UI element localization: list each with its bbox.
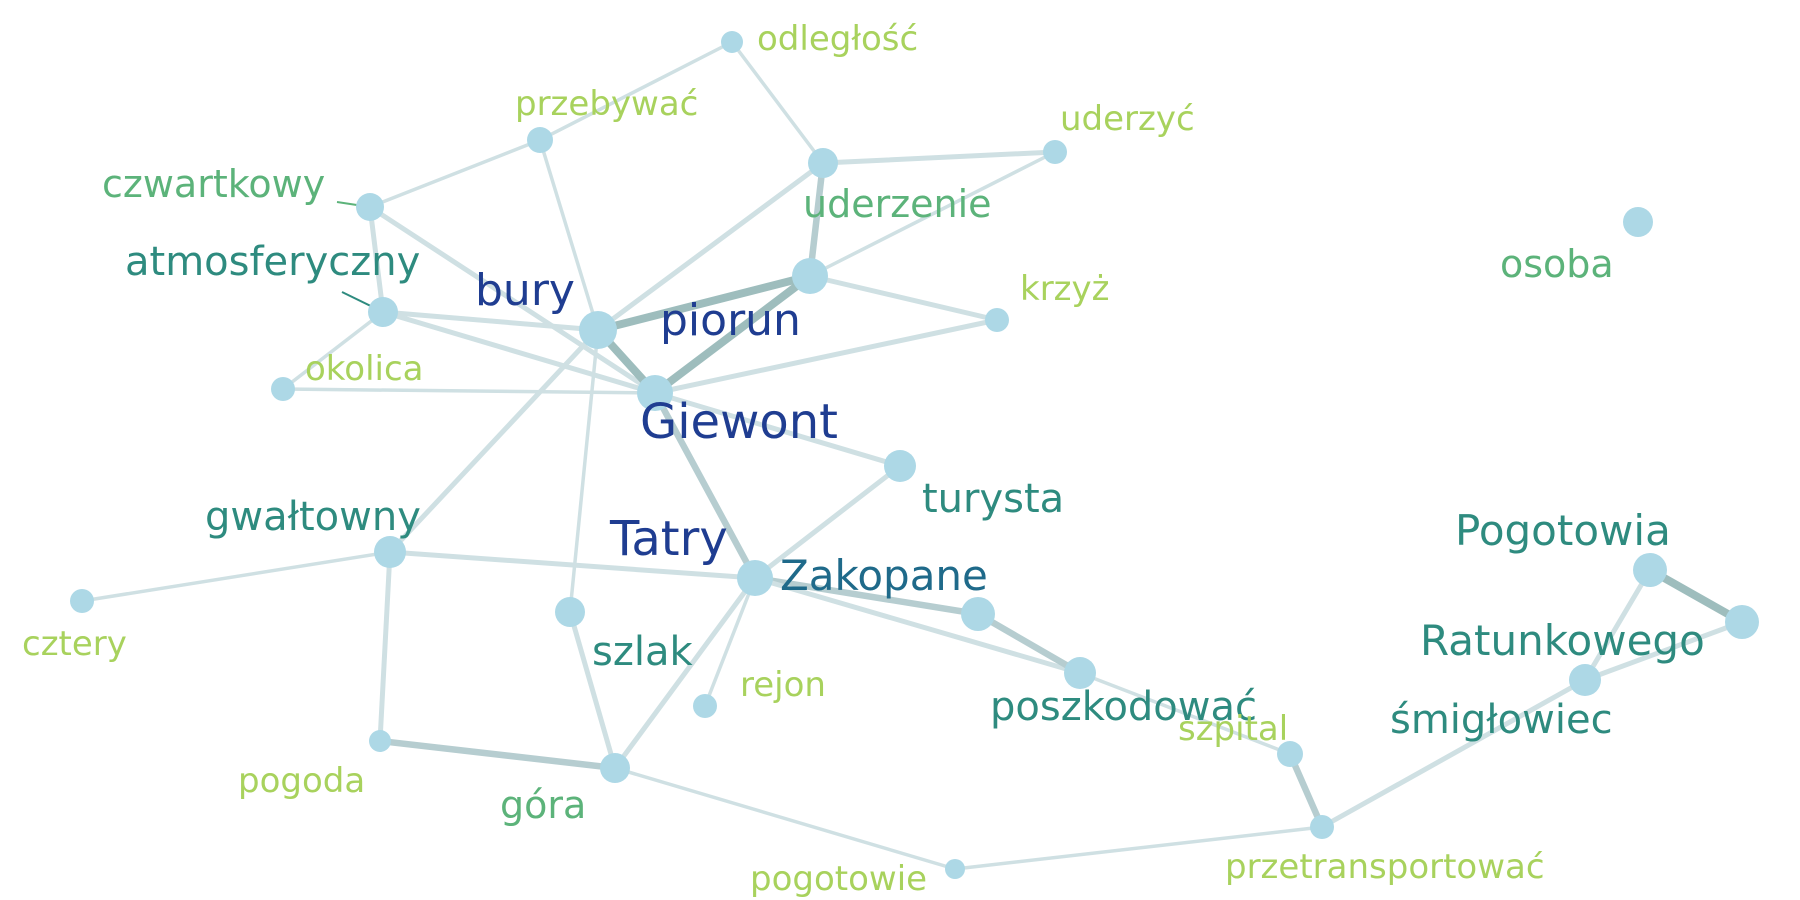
node-uderzenie (808, 148, 838, 178)
node-zakopane (737, 560, 773, 596)
node-przebywac (527, 127, 553, 153)
edge-zakopane-poszkodowac (752, 575, 1083, 676)
label-krzyz: krzyż (1020, 269, 1109, 309)
label-gora: góra (500, 783, 586, 827)
edge-zakopane-gora (612, 575, 758, 771)
edge-giewont-krzyz (652, 317, 1000, 396)
label-szlak: szlak (592, 629, 693, 675)
node-giewont (637, 375, 673, 411)
label-czwartkowy: czwartkowy (102, 162, 325, 206)
label-ratunkowego: Ratunkowego (1420, 616, 1705, 665)
label-gwaltowny: gwałtowny (205, 494, 421, 540)
node-szpital (1277, 741, 1303, 767)
label-pogotowia: Pogotowia (1455, 506, 1671, 555)
edge-turysta-zakopane (752, 463, 903, 581)
edge-odleglosc-przebywac (538, 40, 734, 142)
node-atmosferyczny (368, 297, 398, 327)
node-okolica (271, 377, 295, 401)
label-przebywac: przebywać (515, 84, 698, 124)
edge-gwaltowny-cztery (80, 550, 392, 603)
edge-szpital-przetransportowac (1286, 750, 1326, 831)
edge-zakopane-rejon (703, 576, 757, 708)
node-osoba (1623, 207, 1653, 237)
label-cztery: cztery (22, 624, 127, 664)
edge-gora-pogoda (376, 737, 619, 772)
edge-atmosferyczny-giewont (380, 309, 658, 396)
node-hub (961, 597, 995, 631)
node-pogoda (369, 730, 391, 752)
edge-czwartkowy-atmosferyczny (367, 204, 386, 315)
edge-atmosferyczny-okolica (281, 310, 385, 391)
label-okolica: okolica (305, 349, 424, 389)
node-poszkodowac (1064, 657, 1096, 689)
labels-layer: Giewont piorun bury Tatry Zakopane turysta pos… (22, 19, 1705, 899)
node-ratunkowego (1725, 605, 1759, 639)
label-piorun: piorun (660, 295, 801, 346)
label-uderzyc: uderzyć (1060, 99, 1195, 139)
edge-gwaltowny-pogoda (377, 549, 393, 744)
node-krzyz (985, 308, 1009, 332)
node-rejon (693, 694, 717, 718)
edge-szlak-gora (567, 609, 618, 771)
edge-gora-pogotowie (613, 766, 957, 871)
node-pogotowia (1633, 553, 1667, 587)
edge-gwaltowny-zakopane (387, 549, 758, 581)
label-tatry: Tatry (609, 511, 728, 567)
label-szpital: szpital (1178, 709, 1288, 749)
edge-przetransportowac-smiglowiec (1319, 677, 1588, 830)
node-uderzyc (1043, 140, 1067, 164)
node-szlak (555, 597, 585, 627)
label-giewont: Giewont (640, 394, 838, 450)
node-gwaltowny (374, 536, 406, 568)
label-pogoda: pogoda (238, 761, 365, 801)
edge-uderzenie-bury (595, 160, 826, 333)
label-odleglosc: odległość (757, 19, 918, 59)
edge-uderzyc-piorun (808, 150, 1057, 278)
edge-odleglosc-uderzenie (730, 40, 825, 165)
edge-przebywac-bury (538, 138, 600, 332)
edge-uderzenie-uderzyc (820, 149, 1058, 166)
edge-bury-gwaltowny (387, 327, 601, 555)
label-bury: bury (475, 265, 575, 316)
label-osoba: osoba (1500, 242, 1614, 286)
edge-zakopane-tatry_node (751, 574, 982, 618)
label-atmosferyczny: atmosferyczny (125, 239, 420, 285)
edge-giewont-zakopane (651, 389, 759, 582)
node-odleglosc (721, 31, 743, 53)
node-pogotowie (945, 859, 965, 879)
edge-piorun-giewont (651, 272, 814, 397)
edges-layer (80, 40, 1746, 871)
nodes-layer (70, 31, 1759, 879)
node-cztery (70, 589, 94, 613)
edge-poszkodowac-szpital (1078, 671, 1292, 756)
edge-smiglowiec-ratunkowego (1582, 619, 1745, 683)
label-rejon: rejon (740, 665, 826, 705)
label-pogotowie: pogotowie (750, 859, 927, 899)
label-uderzenie: uderzenie (803, 182, 992, 226)
node-gora (600, 753, 630, 783)
label-zakopane: Zakopane (780, 551, 988, 600)
node-bury (579, 311, 617, 349)
label-poszkodowac: poszkodować (990, 684, 1257, 730)
label-turysta: turysta (922, 476, 1064, 522)
edge-smiglowiec-pogotowia (1582, 567, 1653, 683)
label-przetransportowac: przetransportować (1225, 847, 1545, 887)
edge-piorun-krzyz (807, 273, 1000, 323)
edge-bury-piorun (594, 272, 814, 334)
node-turysta (884, 450, 916, 482)
edge-atmosferyczny-bury (380, 309, 601, 333)
edge-giewont-turysta (652, 390, 903, 469)
label-smiglowiec: śmigłowiec (1390, 697, 1613, 743)
node-przetransportowac (1310, 815, 1334, 839)
node-czwartkowy (356, 193, 384, 221)
edge-tatry_node-poszkodowac (974, 610, 1084, 677)
node-smiglowiec (1569, 664, 1601, 696)
edge-czwartkowy-giewont (367, 204, 658, 396)
node-piorun (792, 258, 828, 294)
edge-przebywac-czwartkowy (368, 138, 542, 209)
edge-uderzenie-piorun (806, 159, 827, 280)
edge-pogotowie-przetransportowac (953, 825, 1324, 871)
edge-pogotowia-ratunkowego (1646, 566, 1746, 626)
